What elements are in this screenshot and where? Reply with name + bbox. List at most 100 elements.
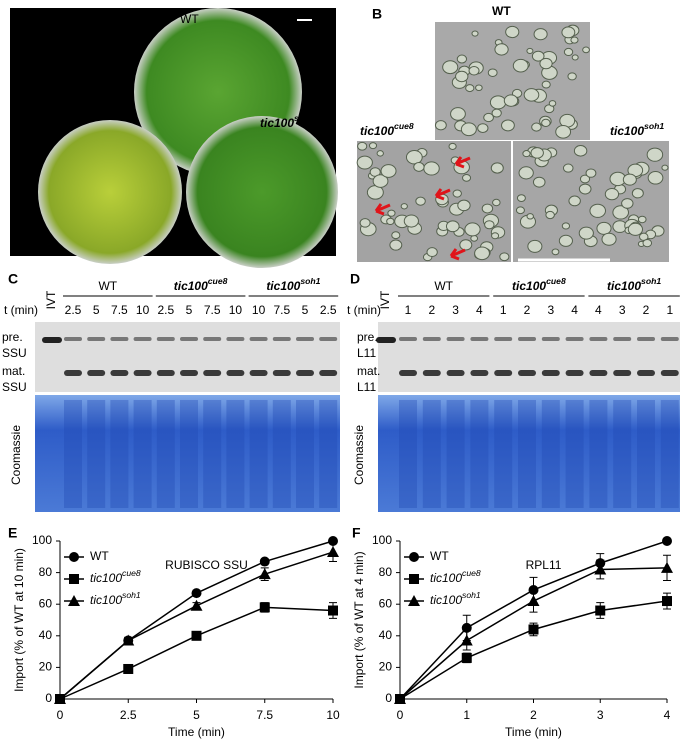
cell — [516, 194, 526, 202]
plate-label: tic100cue8 — [42, 113, 96, 130]
lane-time: 2.5 — [157, 303, 174, 317]
cell — [386, 217, 395, 225]
lane-time: 5 — [186, 303, 193, 317]
cell — [661, 164, 669, 171]
marker — [594, 563, 607, 575]
cell — [627, 222, 643, 236]
cell — [462, 173, 472, 182]
cell — [380, 164, 397, 178]
cell — [423, 161, 440, 176]
marker — [328, 605, 338, 616]
marker — [662, 596, 672, 607]
cell — [551, 248, 560, 256]
cell — [452, 189, 462, 198]
lane-time: 2.5 — [65, 303, 82, 317]
panel-label: E — [8, 525, 17, 541]
cell — [526, 47, 534, 54]
micrograph-label: tic100soh1 — [610, 121, 664, 138]
panel-label: A — [12, 6, 22, 22]
marker — [190, 599, 203, 611]
y-tick-label: 60 — [39, 596, 53, 610]
band-label: SSU — [2, 380, 27, 394]
marker — [191, 630, 202, 641]
lane-time: 3 — [619, 303, 626, 317]
cell — [490, 162, 504, 174]
cell — [646, 147, 664, 162]
arrow — [454, 156, 471, 169]
band — [637, 370, 655, 376]
band — [589, 337, 608, 341]
coomassie-lane — [660, 400, 679, 508]
y-axis-label: Import (% of WT at 10 min) — [12, 548, 26, 692]
cell — [532, 176, 546, 188]
lane-time: 4 — [571, 303, 578, 317]
band — [565, 337, 584, 341]
cell — [456, 54, 468, 64]
band-label: pre. — [2, 330, 23, 344]
cell — [475, 84, 483, 92]
cells — [356, 24, 669, 262]
band-label: L11 — [357, 380, 376, 394]
marker — [259, 556, 270, 567]
series-line — [399, 600, 668, 700]
coomassie-lane — [565, 400, 584, 508]
cell — [405, 150, 423, 165]
cell — [589, 203, 606, 218]
coomassie-lane — [319, 400, 338, 508]
cell — [372, 174, 389, 188]
coomassie-lane — [203, 400, 222, 508]
cell — [563, 47, 574, 57]
y-tick-label: 60 — [379, 596, 393, 610]
coomassie-c — [35, 395, 340, 512]
coomassie-lane — [296, 400, 314, 508]
band — [541, 370, 560, 376]
band — [64, 370, 82, 376]
time-label: t (min) — [347, 303, 381, 317]
cell — [459, 239, 473, 251]
coomassie-lane — [226, 400, 245, 508]
cell — [471, 30, 479, 37]
band — [376, 337, 396, 343]
group-label: tic100cue8 — [174, 276, 228, 293]
cell — [503, 94, 519, 107]
band — [133, 370, 152, 376]
band — [637, 337, 655, 341]
coomassie-lane — [613, 400, 632, 508]
coomassie-lane — [133, 400, 152, 508]
band — [42, 337, 62, 343]
micrograph-label: WT — [492, 4, 511, 18]
cell — [487, 68, 498, 77]
y-tick-label: 0 — [45, 691, 52, 705]
cell — [561, 26, 576, 39]
band — [249, 337, 268, 341]
lane-time: 1 — [666, 303, 673, 317]
group-label: tic100soh1 — [266, 276, 320, 293]
x-tick-label: 0 — [397, 708, 404, 722]
lane-time: 4 — [476, 303, 483, 317]
band — [422, 370, 441, 376]
marker — [461, 652, 472, 663]
cell — [448, 142, 457, 150]
plate-label: WT — [180, 12, 199, 26]
cell — [604, 187, 620, 201]
cell — [596, 221, 612, 235]
cell — [481, 203, 494, 214]
legend-marker — [409, 552, 419, 562]
coomassie-lane — [446, 400, 465, 508]
cell — [413, 162, 425, 172]
coomassie-lane — [637, 400, 655, 508]
band — [180, 337, 198, 341]
cell — [522, 150, 531, 158]
band — [296, 370, 314, 376]
band — [133, 337, 152, 341]
x-tick-label: 2 — [530, 708, 537, 722]
legend-label: tic100cue8 — [430, 568, 481, 585]
cell — [515, 206, 525, 215]
legend-marker — [68, 595, 80, 606]
lane-time: 2.5 — [320, 303, 337, 317]
group-label: WT — [434, 279, 453, 293]
x-tick-label: 10 — [326, 708, 340, 722]
band — [110, 337, 129, 341]
y-tick-label: 40 — [39, 628, 53, 642]
band-label: mat. — [357, 364, 380, 378]
